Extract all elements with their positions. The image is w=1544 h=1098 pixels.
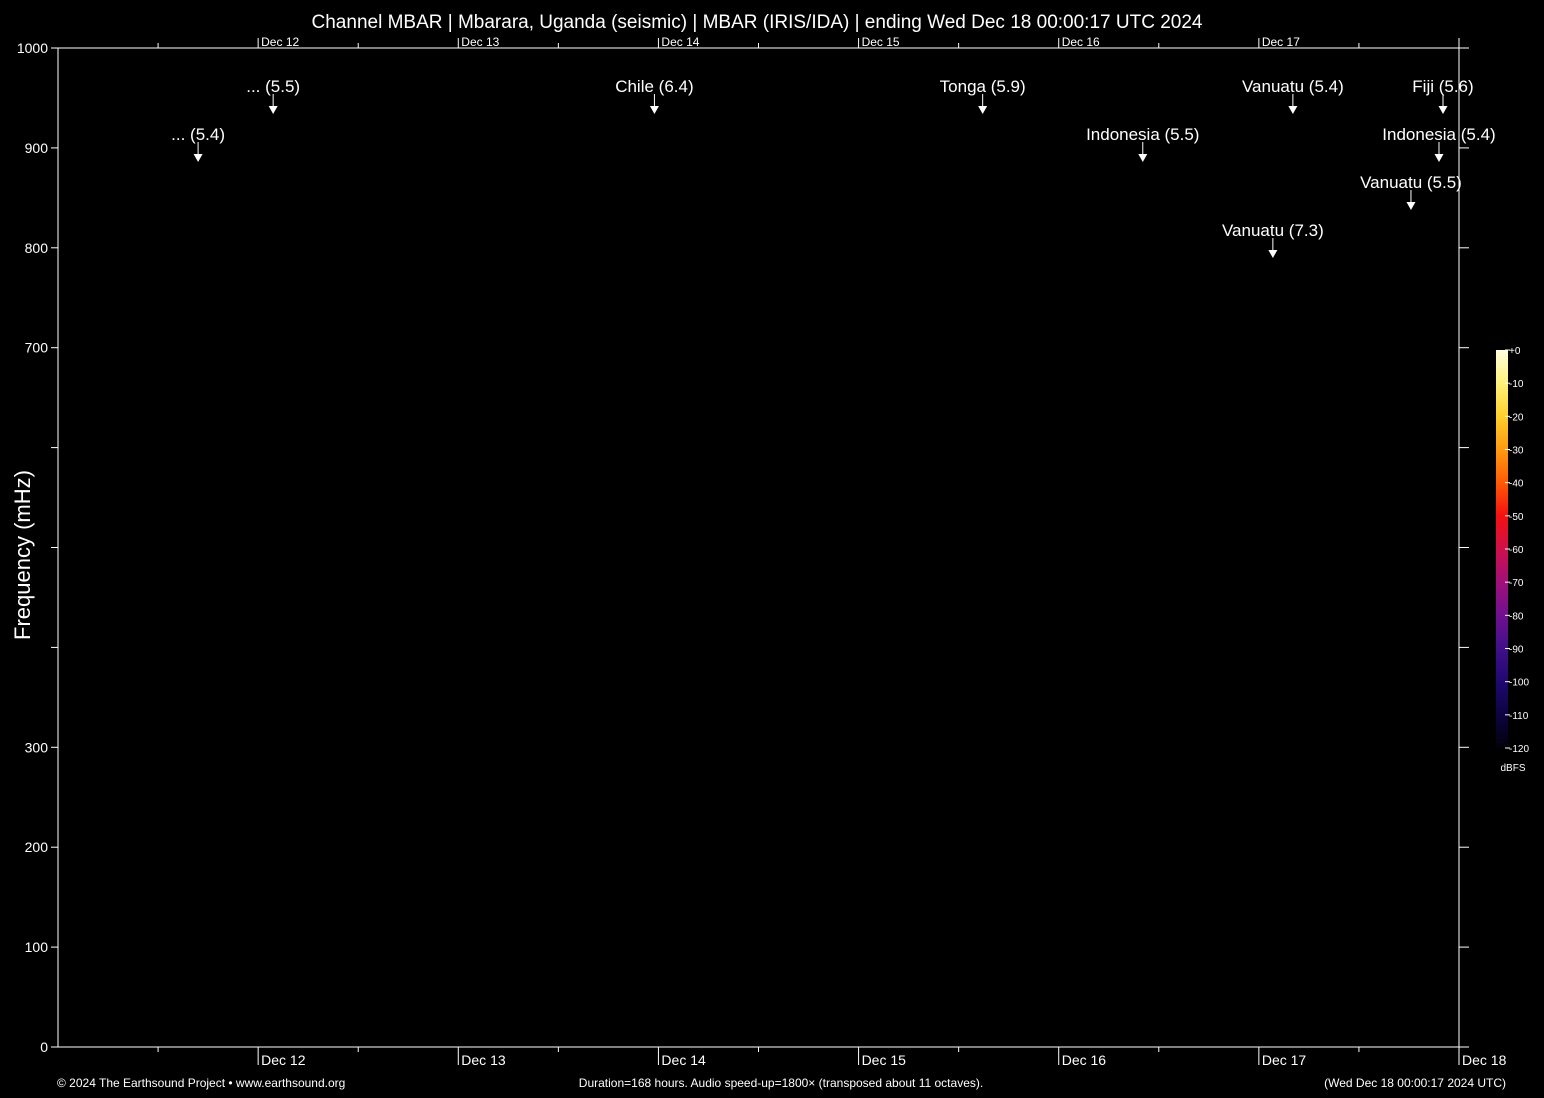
colorbar-tick-label: -50 (1509, 512, 1524, 523)
colorbar-tick-label: -80 (1509, 611, 1524, 622)
colorbar-tick-label: -70 (1509, 578, 1524, 589)
x-tick-label-top: Dec 17 (1262, 35, 1300, 49)
colorbar: +0 -10 -20 -30 -40 -50 -60 -70 -80 -90 -100 -110 -12… (1496, 346, 1529, 774)
footer-timestamp: (Wed Dec 18 00:00:17 2024 UTC) (1324, 1076, 1506, 1090)
x-tick-label-top: Dec 14 (661, 35, 699, 49)
x-tick-label: Dec 18 (1462, 1052, 1507, 1068)
x-tick-label: Dec 14 (661, 1052, 706, 1068)
x-ticks: Dec 12 Dec 12 Dec 13 Dec 13 Dec 14 Dec 14 Dec … (157, 35, 1507, 1068)
event-arrow-icon (1406, 202, 1416, 210)
footer-duration-note: Duration=168 hours. Audio speed-up=1800×… (579, 1076, 983, 1090)
event-arrow-icon (193, 154, 203, 162)
y-tick-label: 1000 (17, 40, 48, 56)
event-annotations: ... (5.4) ... (5.5) Chile (6.4) Tonga (5.9)… (171, 77, 1496, 258)
chart-title: Channel MBAR | Mbarara, Uganda (seismic)… (312, 12, 1203, 33)
y-tick-label: 700 (25, 340, 49, 356)
y-tick-label: 800 (25, 240, 49, 256)
colorbar-unit: dBFS (1500, 763, 1525, 774)
event-label: Chile (6.4) (615, 77, 693, 96)
colorbar-tick-label: -30 (1509, 446, 1524, 457)
x-tick-label: Dec 16 (1062, 1052, 1107, 1068)
y-tick-label: 200 (25, 839, 49, 855)
event-arrow-icon (1268, 250, 1278, 258)
x-tick-label-top: Dec 13 (461, 35, 499, 49)
event-annotation: Vanuatu (7.3) (1222, 221, 1324, 258)
event-label: Indonesia (5.5) (1086, 125, 1199, 144)
event-arrow-icon (649, 106, 659, 114)
y-tick-label: 0 (40, 1039, 48, 1055)
event-label: Vanuatu (5.5) (1360, 173, 1462, 192)
colorbar-tick-label: -10 (1509, 379, 1524, 390)
event-arrow-icon (1434, 154, 1444, 162)
event-annotation: Vanuatu (5.4) (1242, 77, 1344, 114)
colorbar-tick-label: -100 (1509, 678, 1529, 689)
colorbar-tick-label: -60 (1509, 545, 1524, 556)
event-annotation: Chile (6.4) (615, 77, 694, 114)
event-label: ... (5.4) (171, 125, 225, 144)
event-arrow-icon (1438, 106, 1448, 114)
event-label: Vanuatu (7.3) (1222, 221, 1324, 240)
y-ticks: 0 100 200 300 700 800 900 1000 (17, 40, 1469, 1055)
colorbar-tick-label: +0 (1509, 346, 1521, 357)
event-annotation: ... (5.4) (171, 125, 225, 162)
event-label: ... (5.5) (246, 77, 300, 96)
event-annotation: ... (5.5) (246, 77, 300, 114)
event-annotation: Tonga (5.9) (940, 77, 1026, 114)
x-tick-label: Dec 13 (461, 1052, 506, 1068)
event-label: Tonga (5.9) (940, 77, 1026, 96)
y-tick-label: 900 (25, 140, 49, 156)
colorbar-tick-label: -120 (1509, 744, 1529, 755)
event-annotation: Vanuatu (5.5) (1360, 173, 1462, 210)
event-arrow-icon (268, 106, 278, 114)
event-label: Fiji (5.6) (1412, 77, 1473, 96)
colorbar-tick-label: -110 (1509, 711, 1529, 722)
y-tick-label: 100 (25, 939, 49, 955)
event-annotation: Fiji (5.6) (1412, 77, 1474, 114)
colorbar-tick-label: -20 (1509, 412, 1524, 423)
footer-copyright: © 2024 The Earthsound Project • www.eart… (57, 1076, 345, 1090)
x-tick-label-top: Dec 16 (1062, 35, 1100, 49)
event-arrow-icon (1288, 106, 1298, 114)
colorbar-tick-label: -40 (1509, 479, 1524, 490)
x-tick-label-top: Dec 15 (862, 35, 900, 49)
event-annotation: Indonesia (5.5) (1086, 125, 1199, 162)
event-annotation: Indonesia (5.4) (1382, 125, 1496, 162)
x-tick-label: Dec 12 (261, 1052, 306, 1068)
x-tick-label-top: Dec 12 (261, 35, 299, 49)
event-label: Vanuatu (5.4) (1242, 77, 1344, 96)
x-tick-label: Dec 17 (1262, 1052, 1307, 1068)
event-arrow-icon (978, 106, 988, 114)
y-tick-label: 300 (25, 739, 49, 755)
colorbar-tick-label: -90 (1509, 645, 1524, 656)
event-label: Indonesia (5.4) (1382, 125, 1495, 144)
x-tick-label: Dec 15 (862, 1052, 907, 1068)
y-axis-label: Frequency (mHz) (10, 470, 35, 640)
event-arrow-icon (1138, 154, 1148, 162)
